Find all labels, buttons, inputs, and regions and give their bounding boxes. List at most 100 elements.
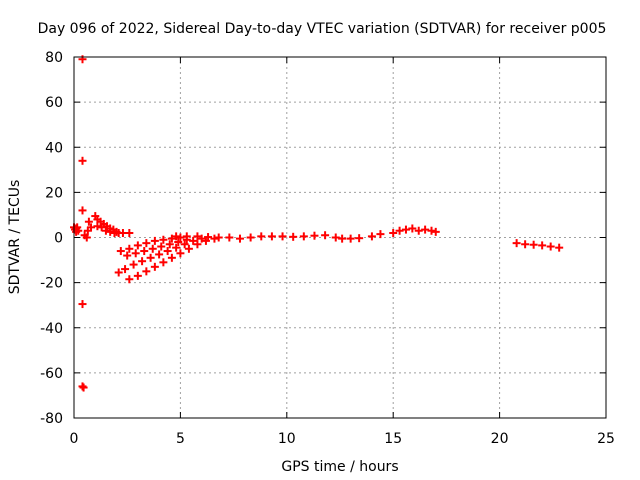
data-point [78, 300, 87, 309]
data-point [193, 232, 202, 241]
data-point [125, 228, 134, 237]
data-point [159, 258, 168, 267]
data-point [299, 232, 308, 241]
data-point [142, 267, 151, 276]
y-tick-label: 40 [45, 140, 63, 156]
data-point [214, 233, 223, 242]
data-point [395, 226, 404, 235]
data-points [70, 55, 564, 392]
y-tick-label: 80 [45, 50, 63, 66]
data-point [401, 225, 410, 234]
data-point [225, 233, 234, 242]
data-point [182, 232, 191, 241]
data-point [123, 251, 132, 260]
data-point [159, 235, 168, 244]
data-point [172, 232, 181, 241]
data-point [414, 226, 423, 235]
data-point [529, 240, 538, 249]
data-point [150, 236, 159, 245]
data-point [165, 240, 174, 249]
data-point [138, 257, 147, 266]
y-axis-label: SDTVAR / TECUs [7, 180, 23, 295]
data-point [163, 247, 172, 256]
data-point [193, 240, 202, 249]
data-point [133, 241, 142, 250]
data-point [93, 222, 102, 231]
plot-frame [73, 56, 607, 419]
data-point [338, 234, 347, 243]
data-point [331, 233, 340, 242]
x-axis-label: GPS time / hours [281, 459, 398, 475]
data-point [176, 249, 185, 258]
data-point [210, 234, 219, 243]
grid-layer [74, 57, 606, 418]
data-point [376, 230, 385, 239]
y-tick-label: 0 [54, 231, 63, 247]
data-point [79, 383, 88, 392]
x-tick-label: 20 [491, 431, 509, 447]
data-point [427, 226, 436, 235]
data-point [346, 234, 355, 243]
x-tick-label: 5 [176, 431, 185, 447]
data-point [355, 234, 364, 243]
data-point [421, 225, 430, 234]
data-point [555, 243, 564, 252]
data-point [87, 223, 96, 232]
x-tick-label: 25 [597, 431, 615, 447]
data-point [157, 242, 166, 251]
x-tick-label: 10 [278, 431, 296, 447]
x-tick-label: 15 [384, 431, 402, 447]
data-point [97, 223, 106, 232]
data-point [408, 224, 417, 233]
data-point [180, 240, 189, 249]
data-point [78, 206, 87, 215]
data-point [172, 243, 181, 252]
y-tick-label: 60 [45, 95, 63, 111]
data-point [167, 234, 176, 243]
data-point [246, 233, 255, 242]
data-point [101, 226, 110, 235]
y-tick-label: 20 [45, 185, 63, 201]
data-point [116, 247, 125, 256]
data-point [72, 227, 81, 236]
data-point [131, 249, 140, 258]
chart-title: Day 096 of 2022, Sidereal Day-to-day VTE… [38, 21, 607, 37]
data-point [142, 239, 151, 248]
data-point [189, 236, 198, 245]
data-point [78, 382, 87, 391]
y-tick-label: -40 [40, 321, 63, 337]
data-point [106, 227, 115, 236]
data-point [197, 234, 206, 243]
data-point [204, 233, 213, 242]
data-point [167, 253, 176, 262]
data-point [257, 232, 266, 241]
data-point [367, 232, 376, 241]
data-point [148, 244, 157, 253]
data-point [278, 232, 287, 241]
y-tick-label: -80 [40, 411, 63, 427]
data-point [546, 242, 555, 251]
data-point [538, 241, 547, 250]
data-point [289, 232, 298, 241]
data-point [133, 271, 142, 280]
data-point [321, 231, 330, 240]
data-point [121, 265, 130, 274]
data-point [82, 233, 91, 242]
data-point [512, 239, 521, 248]
data-point [114, 268, 123, 277]
data-point [84, 217, 93, 226]
data-point [184, 244, 193, 253]
x-tick-label: 0 [70, 431, 79, 447]
data-point [78, 156, 87, 165]
data-point [174, 238, 183, 247]
y-tick-label: -60 [40, 366, 63, 382]
data-point [155, 250, 164, 259]
data-point [235, 234, 244, 243]
data-point [310, 231, 319, 240]
data-point [150, 262, 159, 271]
data-point [267, 232, 276, 241]
data-point [125, 244, 134, 253]
y-tick-label: -20 [40, 276, 63, 292]
data-point [176, 233, 185, 242]
